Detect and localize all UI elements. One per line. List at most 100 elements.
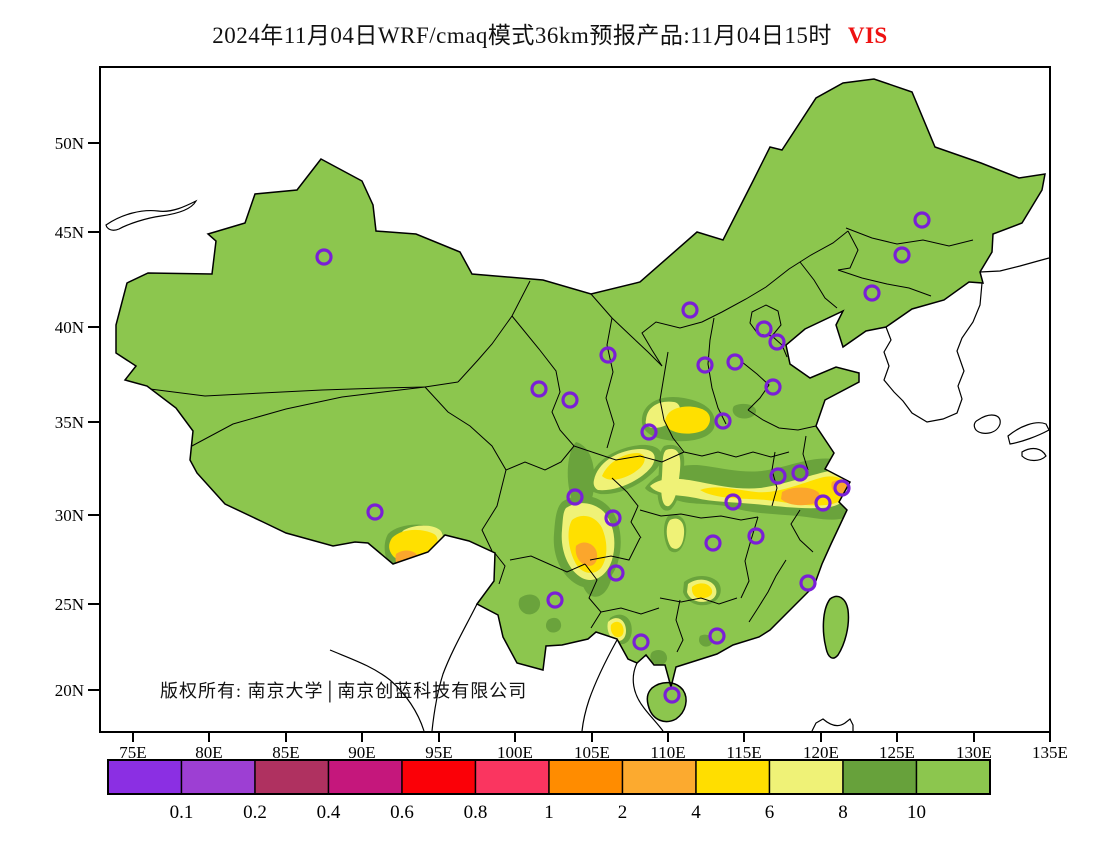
map-frame <box>99 66 1051 733</box>
neighbor-outline <box>1021 447 1047 462</box>
city-marker <box>632 633 650 651</box>
province-border <box>639 509 759 521</box>
colorbar-cell <box>327 759 403 795</box>
province-border <box>505 445 575 471</box>
copyright-text: 版权所有: 南京大学│南京创蓝科技有限公司 <box>160 680 527 703</box>
contour-8-10 <box>567 442 595 510</box>
china-landmass-shape <box>647 682 687 722</box>
neighbor-outline <box>973 414 1001 434</box>
colorbar-label: 6 <box>765 802 775 823</box>
contour-4-6 <box>610 621 624 638</box>
contour-8-10 <box>518 594 541 615</box>
city-marker <box>546 591 564 609</box>
title-variable: VIS <box>847 23 888 48</box>
neighbor-outline <box>329 649 425 732</box>
province-border <box>790 509 814 553</box>
city-marker <box>726 353 744 371</box>
colorbar-cell <box>548 759 624 795</box>
contour-4-6 <box>691 583 713 599</box>
contour-4-6 <box>602 453 645 480</box>
neighbor-outline <box>431 603 478 732</box>
colorbar-label: 10 <box>907 802 926 823</box>
province-border <box>748 559 787 623</box>
province-border <box>771 451 778 507</box>
x-tick-label: 105E <box>574 743 610 762</box>
province-border <box>424 386 507 552</box>
province-border <box>749 304 782 337</box>
colorbar-cell <box>401 759 477 795</box>
colorbar-label: 1 <box>544 802 554 823</box>
city-marker <box>530 380 548 398</box>
x-tick-label: 90E <box>348 743 375 762</box>
x-tick-label: 110E <box>650 743 685 762</box>
province-border <box>605 317 615 449</box>
colorbar-label: 0.4 <box>317 802 341 823</box>
y-tick-label: 30N <box>55 506 84 525</box>
y-tick-label: 40N <box>55 318 84 337</box>
city-marker <box>755 320 773 338</box>
city-marker <box>704 534 722 552</box>
colorbar-cell <box>695 759 771 795</box>
city-marker <box>315 248 333 266</box>
city-marker <box>768 333 786 351</box>
province-border <box>591 451 685 463</box>
x-tick-label: 135E <box>1032 743 1068 762</box>
province-border <box>837 230 859 271</box>
china-coastline <box>115 78 1046 723</box>
city-marker <box>747 527 765 545</box>
colorbar-frame <box>107 759 991 795</box>
city-marker <box>566 488 584 506</box>
province-border <box>741 361 770 411</box>
china-border-line <box>646 681 687 723</box>
city-marker <box>833 479 851 497</box>
title-main: 2024年11月04日WRF/cmaq模式36km预报产品:11月04日15时 <box>212 23 832 48</box>
city-marker <box>714 412 732 430</box>
city-marker <box>764 378 782 396</box>
province-borders <box>149 227 974 653</box>
city-marker <box>893 246 911 264</box>
neighbor-outline <box>632 662 664 732</box>
colorbar-cell <box>768 759 844 795</box>
province-border <box>747 409 817 431</box>
province-border <box>611 477 642 539</box>
colorbar-label: 0.2 <box>243 802 267 823</box>
colorbar-cell <box>180 759 256 795</box>
province-border <box>659 597 738 605</box>
x-tick-label: 100E <box>497 743 533 762</box>
y-tick-label: 45N <box>55 223 84 242</box>
city-marker <box>724 493 742 511</box>
city-marker <box>814 494 832 512</box>
city-marker <box>863 284 881 302</box>
province-border <box>189 386 426 448</box>
city-marker <box>663 686 681 704</box>
neighbor-outline <box>811 718 854 732</box>
x-tick-label: 120E <box>803 743 839 762</box>
province-border <box>590 293 663 367</box>
colorbar-label: 8 <box>838 802 848 823</box>
city-marker <box>599 346 617 364</box>
province-border <box>837 269 932 297</box>
china-border-line <box>115 78 1046 690</box>
y-tick-label: 25N <box>55 595 84 614</box>
province-border <box>584 563 602 629</box>
province-border <box>509 555 586 573</box>
x-tick-label: 115E <box>726 743 761 762</box>
x-tick-label: 85E <box>272 743 299 762</box>
x-tick-label: 130E <box>956 743 992 762</box>
city-marker <box>640 423 658 441</box>
china-landmass-shape <box>823 596 849 659</box>
contour-4-6 <box>665 406 710 434</box>
city-markers <box>315 211 931 704</box>
province-border <box>799 261 838 309</box>
colorbar-label: 0.8 <box>464 802 488 823</box>
city-marker <box>791 464 809 482</box>
contour-2-4 <box>781 487 820 506</box>
city-marker <box>769 467 787 485</box>
chart-title: 2024年11月04日WRF/cmaq模式36km预报产品:11月04日15时 V… <box>0 16 1100 50</box>
neighbor-outline <box>105 199 198 231</box>
colorbar-cell <box>474 759 550 795</box>
city-marker <box>708 627 726 645</box>
province-border <box>675 599 684 653</box>
